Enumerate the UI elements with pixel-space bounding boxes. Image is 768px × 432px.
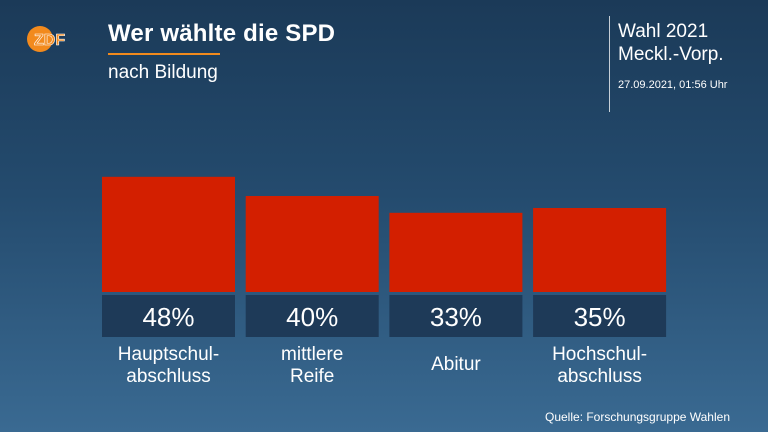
chart-subtitle: nach Bildung [108, 62, 218, 83]
category-label-2: mittlere Reife [281, 344, 343, 387]
bar-1 [102, 176, 235, 292]
title-underline [108, 53, 220, 55]
election-info: Wahl 2021 Meckl.-Vorp. [618, 20, 724, 66]
source-note: Quelle: Forschungsgruppe Wahlen [545, 410, 730, 424]
value-label-box-4 [533, 295, 667, 337]
category-label-1: Hauptschul-abschluss [118, 344, 219, 387]
header-divider [609, 16, 610, 112]
chart-title: Wer wählte die SPD [108, 20, 336, 47]
value-label-2: 40% [286, 302, 338, 332]
election-region: Meckl.-Vorp. [618, 44, 724, 65]
election-title: Wahl 2021 [618, 21, 709, 42]
timestamp: 27.09.2021, 01:56 Uhr [618, 79, 728, 91]
bar-2 [245, 196, 379, 292]
category-label-4: Hochschul-abschluss [552, 344, 647, 387]
value-label-box-2 [245, 295, 379, 337]
value-label-1: 48% [142, 302, 194, 332]
bar-4 [533, 208, 667, 292]
svg-text:ZDF: ZDF [34, 32, 65, 49]
zdf-logo-icon: ZDF [27, 26, 66, 52]
bar-3 [389, 212, 523, 292]
value-label-3: 33% [430, 302, 482, 332]
value-label-box-3 [389, 295, 523, 337]
value-label-4: 35% [574, 302, 626, 332]
category-label-3: Abitur [431, 354, 481, 375]
value-label-box-1 [102, 295, 235, 337]
